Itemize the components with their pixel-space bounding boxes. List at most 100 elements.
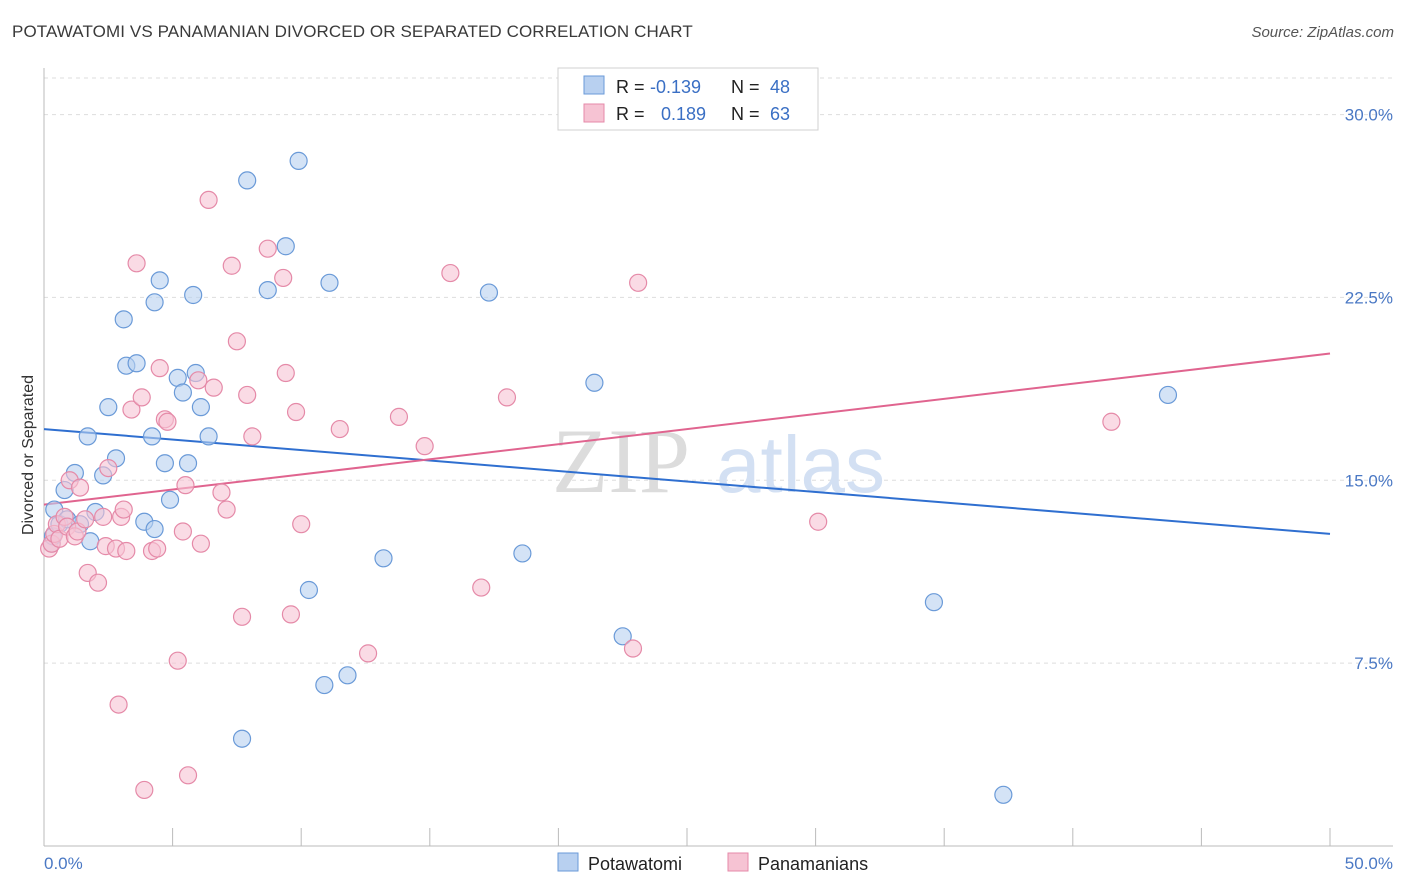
potawatomi-point-40 [479, 283, 499, 302]
bottom-legend-swatch-blue [557, 852, 579, 872]
panamanians-point-60 [629, 273, 648, 292]
potawatomi-point-33 [276, 237, 295, 256]
potawatomi-point-46 [1158, 385, 1178, 405]
potawatomi-point-29 [191, 398, 210, 417]
x-tick-label-max: 50.0% [1345, 854, 1393, 873]
panamanians-point-40 [217, 500, 236, 519]
potawatomi-point-30 [199, 427, 218, 446]
trend-lines [43, 352, 1331, 535]
bottom-legend: Potawatomi Panamanians [557, 852, 868, 874]
panamanians-point-20 [114, 500, 133, 519]
potawatomi-point-18 [142, 427, 162, 446]
panamanians-point-24 [132, 388, 151, 407]
potawatomi-point-27 [184, 285, 203, 305]
potawatomi-point-14 [114, 310, 133, 329]
panamanians-point-49 [281, 605, 301, 624]
potawatomi-point-20 [145, 519, 164, 539]
panamanians-point-55 [415, 437, 434, 456]
axes [43, 68, 1393, 847]
y-axis-label: Divorced or Separated [20, 375, 37, 535]
panamanians-point-17 [109, 695, 128, 714]
panamanians-point-37 [199, 190, 218, 210]
panamanians-point-22 [122, 400, 141, 419]
potawatomi-point-12 [99, 398, 118, 417]
panamanians-point-61 [809, 512, 828, 531]
potawatomi-point-26 [178, 454, 198, 473]
panamanians-point-45 [243, 427, 262, 446]
potawatomi-point-36 [315, 675, 334, 695]
potawatomi-point-41 [513, 544, 532, 563]
panamanians-point-38 [204, 378, 223, 397]
bottom-legend-panamanians: Panamanians [758, 854, 868, 874]
legend-n-label-2: N = [731, 104, 760, 124]
panamanians-point-51 [292, 515, 311, 534]
panamanians-point-23 [127, 254, 146, 273]
potawatomi-point-44 [924, 593, 944, 612]
y-tick-label-1: 15.0% [1345, 471, 1393, 490]
panamanians-point-35 [189, 371, 208, 390]
potawatomi-point-23 [160, 490, 180, 509]
potawatomi-point-47 [232, 729, 252, 748]
panamanians-point-10 [70, 478, 90, 497]
bottom-legend-potawatomi: Potawatomi [588, 854, 682, 874]
panamanians-point-39 [212, 483, 231, 502]
panamanians-point-16 [99, 458, 118, 478]
watermark-atlas: atlas [716, 420, 885, 509]
panamanians-point-41 [222, 256, 241, 275]
panamanians-point-62 [1102, 412, 1121, 431]
legend-swatch-pink [583, 103, 605, 123]
potawatomi-point-25 [173, 383, 192, 402]
panamanians-point-36 [191, 534, 210, 553]
panamanians-point-57 [472, 578, 491, 597]
potawatomi-point-37 [320, 273, 339, 292]
y-tick-labels: 7.5% 15.0% 22.5% 30.0% [1345, 106, 1393, 674]
potawatomi-point-32 [258, 281, 277, 300]
trend-line-potawatomi [43, 428, 1331, 535]
panamanians-point-32 [173, 522, 192, 541]
panamanians-point-43 [232, 607, 252, 626]
panamanians-point-28 [150, 359, 169, 378]
potawatomi-point-43 [613, 627, 632, 646]
panamanians-point-25 [135, 780, 154, 800]
panamanians-point-56 [441, 263, 460, 283]
potawatomi-point-31 [238, 171, 257, 190]
data-points [40, 151, 1178, 804]
legend-r-label-1: R = [616, 77, 645, 97]
legend-n-value-1: 48 [770, 77, 790, 97]
panamanians-point-14 [94, 507, 113, 526]
panamanians-point-11 [76, 510, 95, 529]
panamanians-point-31 [168, 651, 187, 670]
watermark-zip: ZIP [552, 410, 690, 512]
potawatomi-point-34 [289, 151, 308, 170]
panamanians-point-58 [497, 388, 517, 407]
potawatomi-point-21 [150, 271, 169, 290]
panamanians-point-13 [88, 573, 108, 592]
panamanians-point-21 [117, 541, 136, 561]
legend-r-value-2: 0.189 [661, 104, 706, 124]
panamanians-point-53 [358, 644, 378, 663]
potawatomi-point-39 [374, 549, 393, 568]
y-tick-label-3: 30.0% [1345, 106, 1393, 125]
legend-n-value-2: 63 [770, 104, 790, 124]
potawatomi-point-22 [155, 454, 174, 473]
panamanians-point-59 [623, 639, 643, 658]
potawatomi-point-16 [127, 354, 146, 373]
legend-box: R = -0.139 N = 48 R = 0.189 N = 63 [557, 67, 819, 131]
panamanians-point-50 [286, 402, 306, 422]
legend-n-label-1: N = [731, 77, 760, 97]
chart-title: POTAWATOMI VS PANAMANIAN DIVORCED OR SEP… [12, 22, 693, 41]
legend-r-value-1: -0.139 [650, 77, 701, 97]
potawatomi-point-38 [338, 666, 357, 685]
panamanians-point-30 [158, 412, 177, 431]
potawatomi-point-42 [585, 373, 604, 392]
x-tick-label-min: 0.0% [44, 854, 83, 873]
potawatomi-point-35 [299, 580, 319, 600]
bottom-legend-swatch-pink [727, 852, 749, 872]
potawatomi-point-19 [145, 293, 164, 312]
potawatomi-point-45 [994, 785, 1013, 804]
legend-r-label-2: R = [616, 104, 645, 124]
panamanians-point-48 [276, 363, 295, 383]
panamanians-point-54 [389, 407, 409, 426]
panamanians-point-44 [238, 385, 257, 405]
